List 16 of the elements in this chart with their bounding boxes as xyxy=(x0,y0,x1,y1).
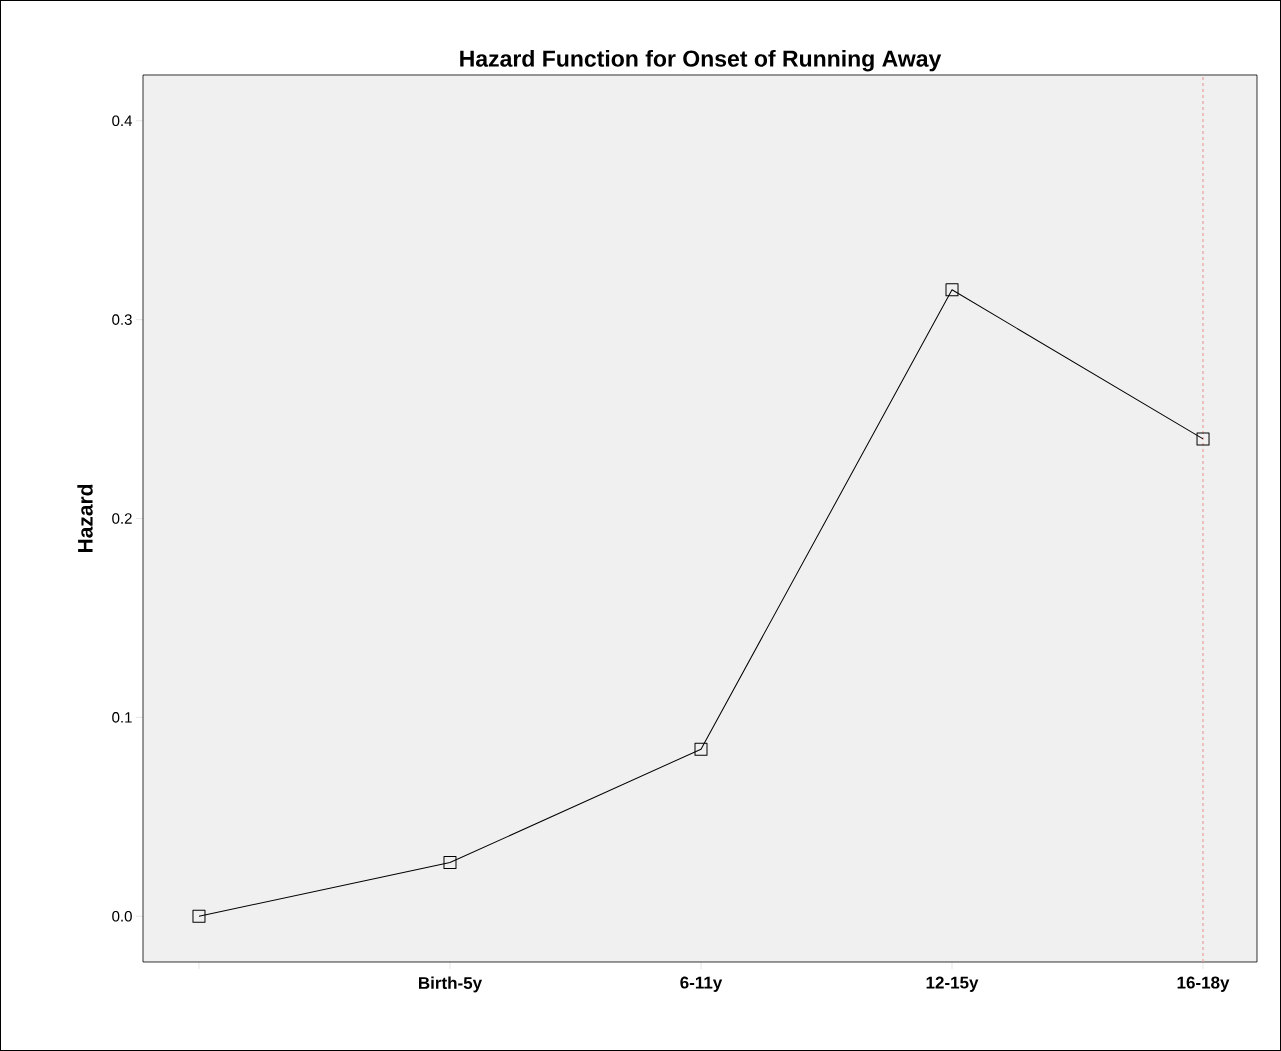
x-tick-label: 6-11y xyxy=(680,976,723,992)
point xyxy=(443,856,457,870)
y-axis-title: Hazard xyxy=(77,484,93,553)
chart-title: Hazard Function for Onset of Running Away xyxy=(460,49,942,72)
x-tick-label: Birth-5y xyxy=(419,976,483,993)
y-tick-label: 0.4 xyxy=(112,115,133,127)
point xyxy=(945,283,959,297)
point xyxy=(192,909,206,923)
y-tick-label: 0.1 xyxy=(112,712,132,723)
x-tick-label: 12-15y xyxy=(926,976,979,992)
y-tick-label: 0.0 xyxy=(112,910,132,922)
y-tick-label: 0.3 xyxy=(112,314,132,325)
y-tick-label: 0.2 xyxy=(112,513,132,524)
point xyxy=(1196,432,1210,446)
point xyxy=(694,742,708,756)
x-tick-label: 16-18y xyxy=(1177,976,1230,992)
